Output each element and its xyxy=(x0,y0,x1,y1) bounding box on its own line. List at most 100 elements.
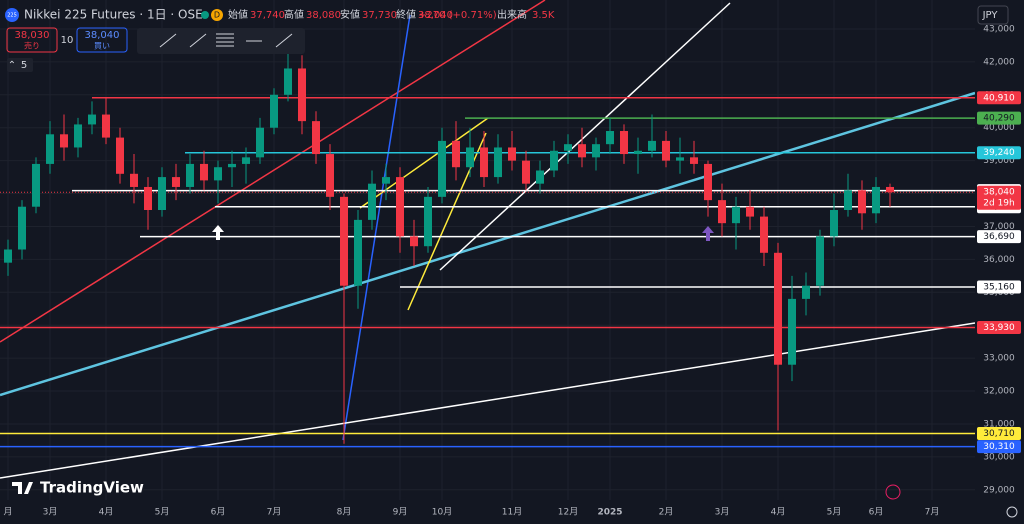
level-label: 30,310 xyxy=(983,442,1015,452)
countdown: 2d 19h xyxy=(983,199,1014,209)
candle-body xyxy=(466,147,474,168)
candle-body xyxy=(298,68,306,122)
level-label-box xyxy=(977,91,1021,105)
x-tick-label: 9月 xyxy=(393,507,408,518)
ohlc-label: 始値 xyxy=(228,8,248,21)
y-tick-label: 42,000 xyxy=(983,57,1015,67)
ohlc: 始値 37,740 高値 38,080 安値 37,730 終値 38,040 xyxy=(228,8,453,21)
volume-label: 出来高 xyxy=(497,8,527,21)
toolbar-icons xyxy=(159,33,293,48)
candle-body xyxy=(256,127,264,158)
candle-body xyxy=(74,124,82,148)
x-tick-label: 4月 xyxy=(771,507,786,518)
ohlc-label: 終値 xyxy=(396,8,416,21)
tool-icon[interactable] xyxy=(275,33,293,48)
trend-line xyxy=(0,0,546,343)
last-price-label: 38,040 xyxy=(983,188,1015,198)
candle-body xyxy=(844,190,852,211)
level-label: 36,690 xyxy=(983,232,1015,242)
drawings xyxy=(0,0,976,479)
level-label: 30,710 xyxy=(983,429,1015,439)
trend-line xyxy=(359,117,489,209)
x-tick-label: 2月 xyxy=(659,507,674,518)
axis: 29,00030,00031,00032,00033,00034,00035,0… xyxy=(3,24,1021,518)
y-tick-label: 37,000 xyxy=(983,222,1015,232)
x-tick-label: 7月 xyxy=(267,507,282,518)
candle-body xyxy=(788,298,796,365)
ohlc-label: 安値 xyxy=(340,8,360,21)
arrow-marker xyxy=(702,226,714,241)
candle-body xyxy=(886,186,894,193)
candle-body xyxy=(144,186,152,211)
candle-body xyxy=(32,163,40,207)
level-label: 40,290 xyxy=(983,114,1015,124)
candle-body xyxy=(648,140,656,151)
settings-icon[interactable] xyxy=(1006,506,1018,518)
candle-body xyxy=(354,219,362,286)
level-label-box xyxy=(977,280,1021,294)
ohlc-value: 38,040 xyxy=(418,10,453,21)
trend-line xyxy=(439,2,731,271)
candle-body xyxy=(242,157,250,164)
ohlc-value: 37,740 xyxy=(250,10,285,21)
trend-line xyxy=(342,14,411,441)
x-tick-label: 10月 xyxy=(432,507,452,518)
trend-line xyxy=(0,91,976,397)
sell-button[interactable] xyxy=(6,27,58,53)
candle-body xyxy=(578,144,586,158)
ohlc-value: 38,080 xyxy=(306,10,341,21)
level-label: 40,910 xyxy=(983,93,1015,103)
y-tick-label: 40,000 xyxy=(983,123,1015,133)
candle-body xyxy=(746,206,754,217)
candle-body xyxy=(830,210,838,237)
candle-body xyxy=(858,190,866,214)
candle-body xyxy=(732,206,740,224)
candle-body xyxy=(606,131,614,145)
candle-body xyxy=(522,160,530,184)
candle-body xyxy=(340,196,348,286)
sell-label: 売り xyxy=(24,41,40,51)
tool-icon[interactable] xyxy=(216,33,234,47)
buy-price: 38,040 xyxy=(85,30,120,41)
y-tick-label: 31,000 xyxy=(983,419,1015,429)
candle-body xyxy=(438,140,446,197)
alert-icon[interactable] xyxy=(885,484,901,500)
level-label: 35,160 xyxy=(983,283,1015,293)
candle-body xyxy=(4,249,12,263)
candle-body xyxy=(690,157,698,164)
arrow-marker xyxy=(212,225,224,240)
ohlc-label: 高値 xyxy=(284,8,304,21)
x-tick-label: 7月 xyxy=(925,507,940,518)
candle-body xyxy=(214,167,222,181)
x-tick-label: 2025 xyxy=(597,508,622,518)
spread: 10 xyxy=(61,35,74,46)
x-tick-label: 3月 xyxy=(715,507,730,518)
candle-body xyxy=(382,177,390,184)
y-tick-label: 32,000 xyxy=(983,387,1015,397)
collapse-button[interactable] xyxy=(7,58,33,72)
candle-body xyxy=(718,200,726,224)
currency-button[interactable] xyxy=(977,5,1009,25)
x-tick-label: 3月 xyxy=(43,507,58,518)
level-label-box xyxy=(977,230,1021,244)
tool-icon[interactable] xyxy=(159,33,177,48)
interval-count: 5 xyxy=(21,60,27,71)
x-tick-label: 8月 xyxy=(337,507,352,518)
tool-icon[interactable] xyxy=(189,33,207,48)
x-tick-label: 11月 xyxy=(502,507,522,518)
y-tick-label: 33,000 xyxy=(983,354,1015,364)
x-tick-label: 5月 xyxy=(827,507,842,518)
candle-body xyxy=(760,216,768,253)
candle-body xyxy=(102,114,110,138)
y-tick-label: 36,000 xyxy=(983,255,1015,265)
buy-button[interactable] xyxy=(76,27,128,53)
candle-body xyxy=(634,150,642,155)
candle-body xyxy=(592,144,600,158)
level-label: 39,240 xyxy=(983,148,1015,158)
symbol-logo xyxy=(5,8,19,22)
candle-body xyxy=(228,163,236,168)
x-tick-label: 12月 xyxy=(558,507,578,518)
x-tick-label: 6月 xyxy=(211,507,226,518)
